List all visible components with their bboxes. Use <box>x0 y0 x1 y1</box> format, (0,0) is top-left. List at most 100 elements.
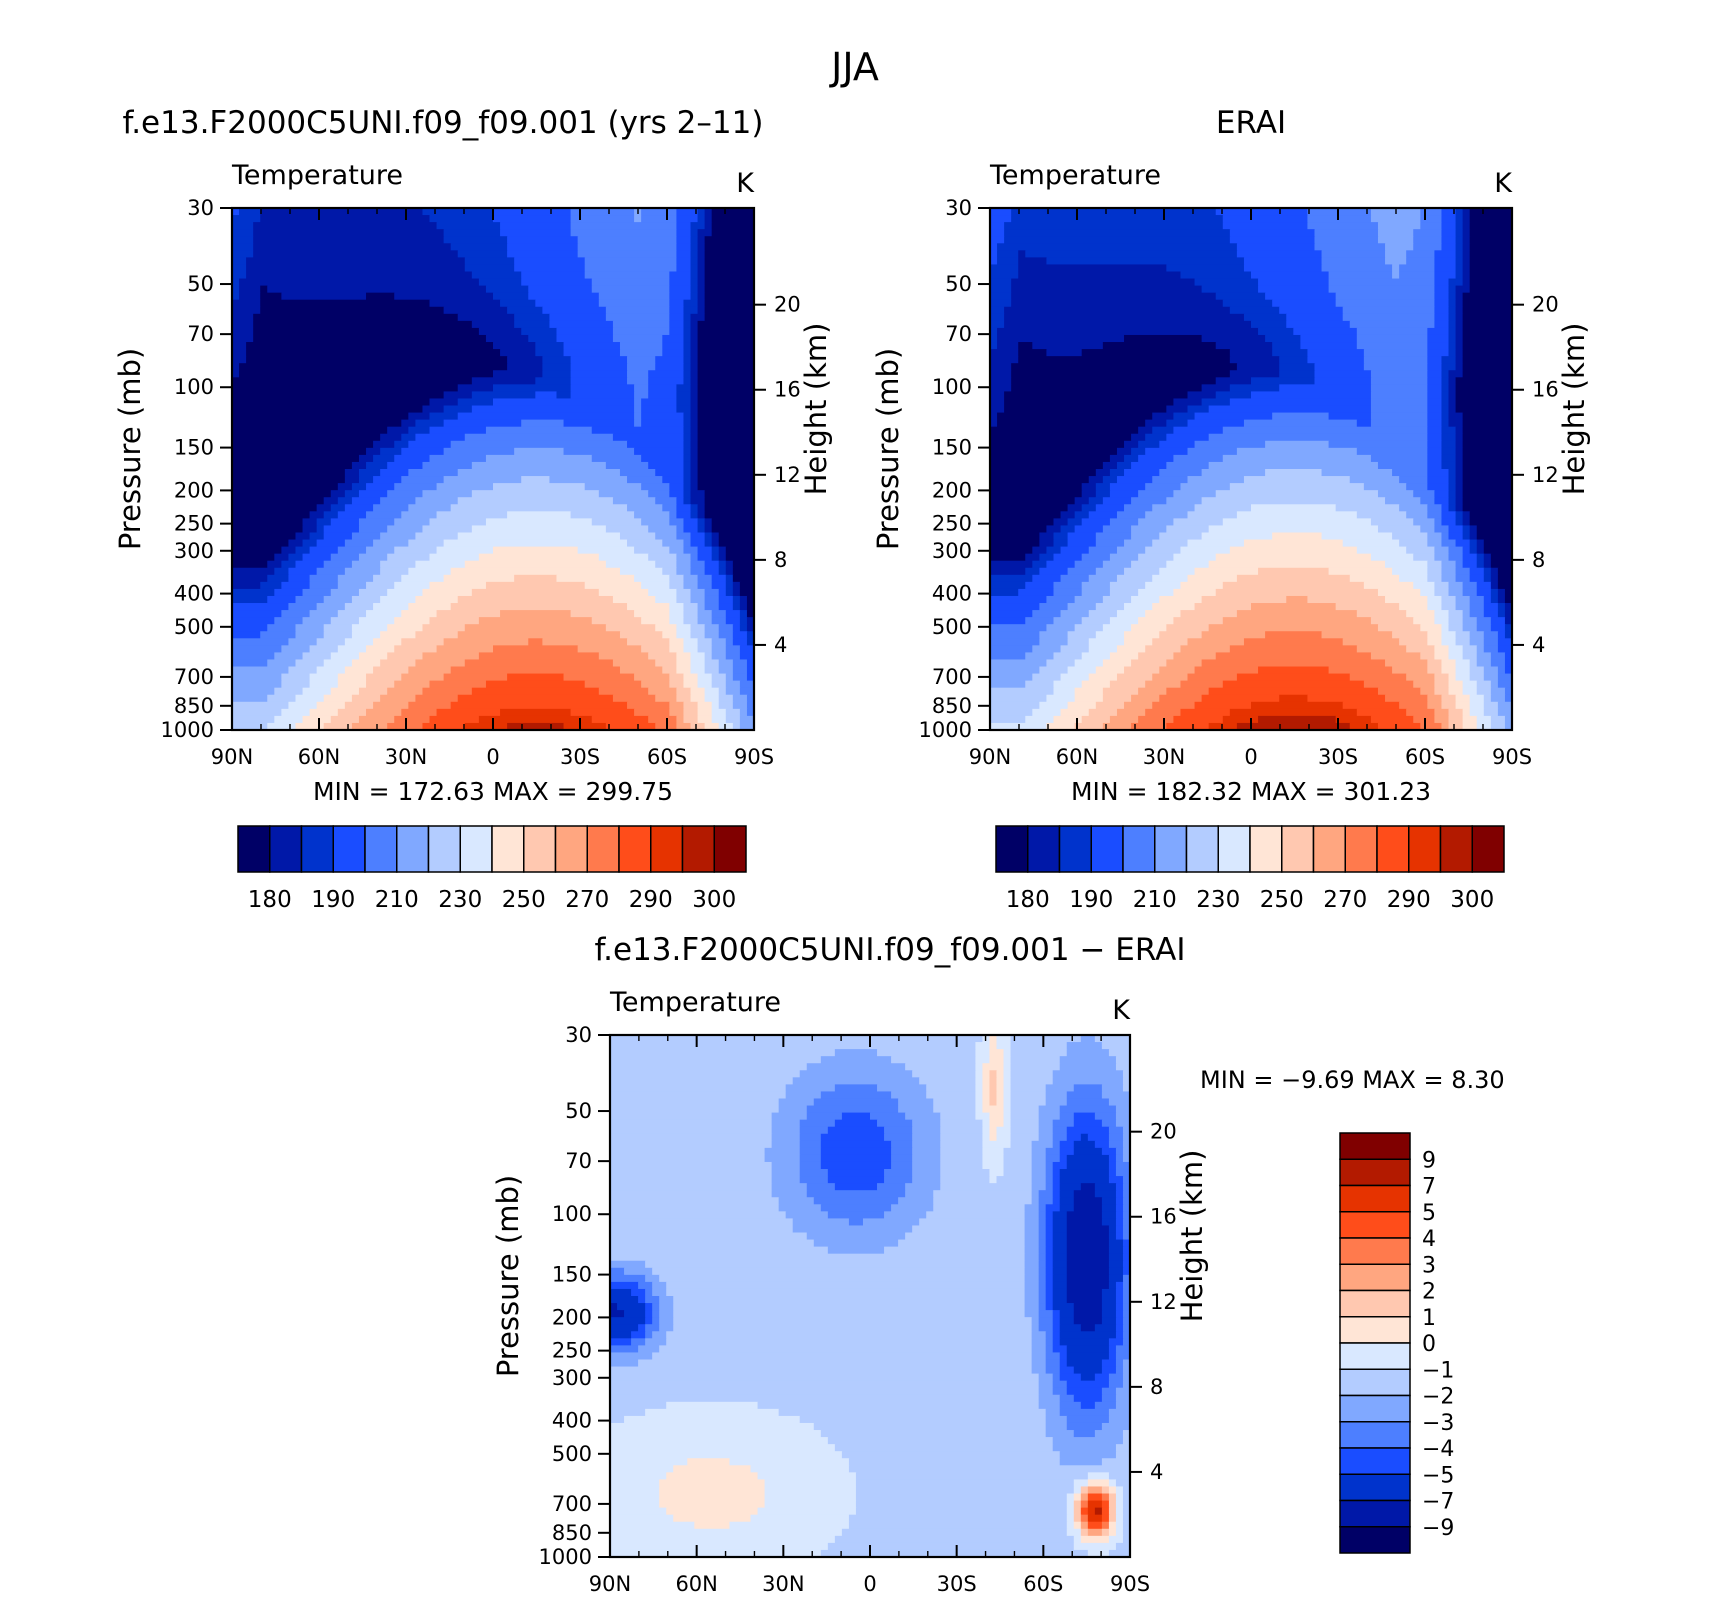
diff-contour-cell <box>778 1105 808 1114</box>
diff-contour-cell <box>891 1147 913 1156</box>
obs-contour-cell <box>1187 638 1245 646</box>
model-contour-cell <box>429 518 487 527</box>
model-contour-cell <box>415 419 445 428</box>
obs-contour-cell <box>1222 426 1428 435</box>
model-contour-cell <box>239 363 508 371</box>
obs-contour-cell <box>1370 215 1421 223</box>
obs-contour-cell <box>1434 250 1457 258</box>
diff-colorbar-label: 0 <box>1422 1332 1436 1357</box>
diff-contour-cell <box>673 1317 1033 1325</box>
obs-contour-cell <box>1081 680 1111 689</box>
diff-contour-cell <box>1052 1133 1068 1142</box>
diff-contour-cell <box>1108 1098 1131 1107</box>
obs-contour-cell <box>1208 461 1379 470</box>
model-contour-cell <box>366 546 395 555</box>
obs-contour-cell <box>1194 666 1259 675</box>
obs-contour-cell <box>1427 391 1443 400</box>
model-contour-cell <box>246 356 508 364</box>
model-contour-cell <box>232 215 261 223</box>
model-contour-cell <box>471 320 515 329</box>
model-contour-cell <box>514 257 586 266</box>
model-contour-cell <box>351 560 381 569</box>
obs-contour-cell <box>1448 469 1457 477</box>
diff-contour-cell <box>996 1042 1012 1050</box>
diff-contour-cell <box>1122 1126 1131 1135</box>
model-contour-cell <box>422 722 466 731</box>
obs-contour-cell <box>1427 532 1443 541</box>
model-contour-cell <box>563 419 635 428</box>
diff-contour-cell <box>1066 1415 1110 1424</box>
model-contour-cell <box>683 306 699 315</box>
model-contour-cell <box>732 659 748 668</box>
obs-contour-cell <box>990 715 1026 724</box>
model-contour-cell <box>253 334 487 343</box>
obs-contour-cell <box>1138 715 1175 724</box>
obs-contour-cell <box>990 610 1033 618</box>
obs-contour-cell <box>1173 518 1224 527</box>
diff-contour-cell <box>1003 1119 1012 1128</box>
model-contour-cell <box>577 645 642 653</box>
obs-contour-cell <box>1236 363 1280 371</box>
diff-contour-cell <box>1066 1281 1110 1290</box>
model-x-tick-label: 0 <box>486 745 499 769</box>
model-contour-cell <box>260 631 297 639</box>
model-contour-cell <box>485 680 586 689</box>
obs-contour-cell <box>990 461 1104 470</box>
obs-contour-cell <box>1081 490 1097 498</box>
obs-contour-cell <box>1427 363 1443 371</box>
diff-contour-cell <box>877 1119 913 1128</box>
model-contour-cell <box>528 292 600 301</box>
model-contour-cell <box>457 384 494 392</box>
model-contour-cell <box>232 652 275 661</box>
model-contour-cell <box>641 419 685 428</box>
diff-contour-cell <box>1066 1239 1110 1248</box>
obs-contour-cell <box>1448 553 1464 562</box>
obs-contour-cell <box>1046 595 1076 604</box>
model-contour-cell <box>697 278 706 287</box>
diff-contour-cell <box>610 1197 780 1205</box>
diff-contour-cell <box>940 1126 984 1135</box>
model-contour-cell <box>302 715 332 724</box>
obs-contour-cell <box>1441 694 1457 703</box>
diff-contour-cell <box>996 1176 1033 1184</box>
diff-contour-cell <box>1122 1232 1131 1241</box>
diff-contour-cell <box>1059 1197 1075 1205</box>
obs-contour-cell <box>1370 405 1428 414</box>
model-contour-cell <box>683 299 699 308</box>
model-contour-cell <box>605 313 670 322</box>
obs-x-tick-label: 90N <box>969 745 1011 769</box>
model-contour-cell <box>521 419 565 428</box>
diff-contour-cell <box>1108 1281 1117 1290</box>
diff-contour-cell <box>1122 1070 1131 1078</box>
obs-contour-cell <box>1399 638 1428 646</box>
diff-contour-cell <box>645 1317 653 1325</box>
model-contour-cell <box>718 546 727 555</box>
diff-contour-cell <box>771 1176 801 1184</box>
obs-contour-cell <box>1286 595 1309 604</box>
model-contour-cell <box>415 694 459 703</box>
model-contour-cell <box>711 638 727 646</box>
obs-contour-cell <box>1081 581 1111 590</box>
obs-contour-cell <box>1377 722 1421 731</box>
obs-contour-cell <box>1448 673 1457 682</box>
model-contour-cell <box>232 412 409 421</box>
diff-contour-cell <box>778 1098 815 1107</box>
obs-contour-cell <box>1201 285 1259 294</box>
obs-contour-cell <box>1483 560 1492 569</box>
obs-contour-cell <box>1138 553 1175 562</box>
model-contour-cell <box>485 454 593 463</box>
obs-contour-cell <box>1462 299 1513 308</box>
model-contour-cell <box>246 342 494 350</box>
diff-contour-cell <box>645 1274 660 1283</box>
obs-contour-cell <box>1455 405 1513 414</box>
obs-contour-cell <box>1483 694 1492 703</box>
model-contour-cell <box>662 342 685 350</box>
diff-contour-cell <box>1066 1274 1110 1283</box>
diff-contour-cell <box>933 1105 976 1114</box>
obs-contour-cell <box>990 666 1040 675</box>
diff-contour-cell <box>1073 1521 1082 1530</box>
diff-colorbar-label: −7 <box>1422 1490 1454 1515</box>
model-contour-cell <box>711 610 727 618</box>
model-contour-cell <box>478 617 593 625</box>
model-contour-cell <box>697 320 755 329</box>
